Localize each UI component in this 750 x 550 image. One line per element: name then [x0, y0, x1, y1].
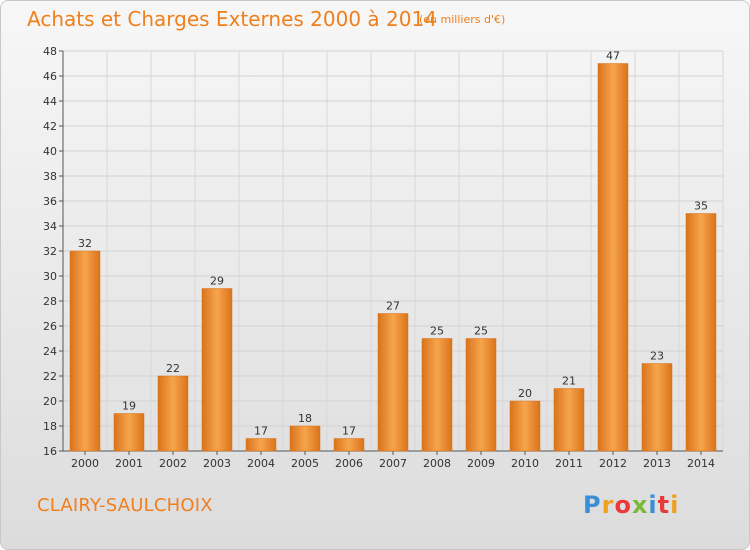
bar [597, 63, 629, 452]
y-tick-label: 36 [43, 195, 57, 208]
bar [641, 363, 673, 452]
bar [69, 250, 101, 452]
bar [201, 288, 233, 452]
logo-letter: o [614, 491, 632, 519]
proxiti-logo[interactable]: Proxiti [583, 491, 679, 519]
bar [685, 213, 717, 452]
bar [377, 313, 409, 452]
data-label: 47 [606, 50, 620, 63]
x-tick-label: 2007 [379, 457, 407, 470]
y-tick-label: 16 [43, 445, 57, 458]
y-tick-label: 18 [43, 420, 57, 433]
data-label: 23 [650, 350, 664, 363]
bar [465, 338, 497, 452]
y-tick-label: 22 [43, 370, 57, 383]
x-tick-label: 2014 [687, 457, 715, 470]
logo-letter: P [583, 491, 602, 519]
place-name: CLAIRY-SAULCHOIX [37, 495, 213, 516]
data-label: 25 [430, 325, 444, 338]
labels: 32 2000 19 2001 22 2002 29 2003 17 2004 18 2005 17 20… [71, 50, 715, 471]
bar [421, 338, 453, 452]
data-label: 20 [518, 387, 532, 400]
bar [245, 438, 277, 452]
y-tick-label: 40 [43, 145, 57, 158]
y-tick-label: 24 [43, 345, 57, 358]
y-tick-label: 26 [43, 320, 57, 333]
y-tick-label: 44 [43, 95, 57, 108]
x-tick-label: 2009 [467, 457, 495, 470]
chart-subtitle: (en milliers d'€) [419, 13, 506, 26]
logo-letter: t [657, 491, 671, 519]
bar [553, 388, 585, 452]
logo-letter: i [670, 491, 680, 519]
logo-letter: i [648, 491, 658, 519]
bars [69, 63, 717, 452]
data-label: 17 [254, 425, 268, 438]
x-tick-label: 2001 [115, 457, 143, 470]
bar [289, 425, 321, 452]
y-tick-label: 48 [43, 45, 57, 58]
x-tick-label: 2010 [511, 457, 539, 470]
bar [113, 413, 145, 452]
x-tick-label: 2000 [71, 457, 99, 470]
data-label: 21 [562, 375, 576, 388]
data-label: 32 [78, 237, 92, 250]
x-tick-label: 2013 [643, 457, 671, 470]
bar [333, 438, 365, 452]
y-tick-label: 28 [43, 295, 57, 308]
x-tick-label: 2006 [335, 457, 363, 470]
y-tick-label: 46 [43, 70, 57, 83]
y-tick-label: 30 [43, 270, 57, 283]
data-label: 22 [166, 362, 180, 375]
y-tick-label: 42 [43, 120, 57, 133]
y-tick-label: 38 [43, 170, 57, 183]
bar [509, 400, 541, 452]
y-tick-label: 20 [43, 395, 57, 408]
x-tick-label: 2008 [423, 457, 451, 470]
logo-letter: x [631, 491, 649, 519]
logo-letter: r [601, 491, 615, 519]
data-label: 29 [210, 275, 224, 288]
chart-title: Achats et Charges Externes 2000 à 2014 [27, 7, 437, 31]
y-tick-label: 34 [43, 220, 57, 233]
x-tick-label: 2011 [555, 457, 583, 470]
data-label: 18 [298, 412, 312, 425]
x-tick-label: 2002 [159, 457, 187, 470]
x-tick-label: 2005 [291, 457, 319, 470]
x-tick-label: 2004 [247, 457, 275, 470]
data-label: 35 [694, 200, 708, 213]
x-tick-label: 2012 [599, 457, 627, 470]
x-tick-label: 2003 [203, 457, 231, 470]
data-label: 17 [342, 425, 356, 438]
data-label: 19 [122, 400, 136, 413]
y-tick-label: 32 [43, 245, 57, 258]
data-label: 27 [386, 300, 400, 313]
data-label: 25 [474, 325, 488, 338]
bar [157, 375, 189, 452]
